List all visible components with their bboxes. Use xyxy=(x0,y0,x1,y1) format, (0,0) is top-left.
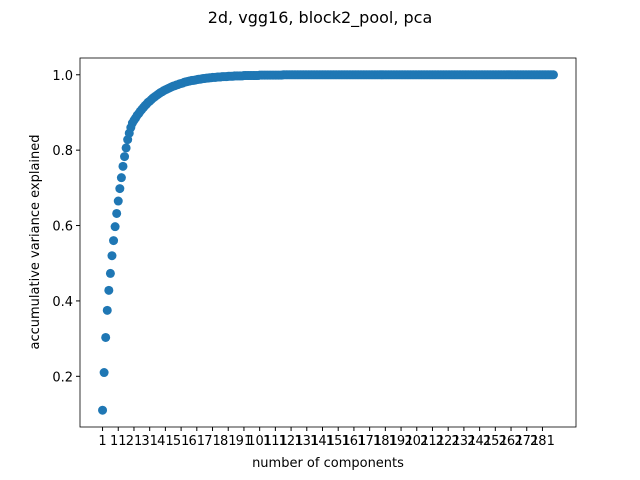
x-tick-label: 181 xyxy=(373,434,398,449)
x-tick-label: 191 xyxy=(389,434,414,449)
point xyxy=(104,285,114,295)
point xyxy=(116,173,126,183)
point xyxy=(120,152,130,162)
x-tick-label: 21 xyxy=(126,434,143,449)
x-tick-label: 221 xyxy=(436,434,461,449)
x-tick-label: 151 xyxy=(326,434,351,449)
point xyxy=(99,368,109,378)
plot-frame xyxy=(79,57,577,428)
x-tick-label: 211 xyxy=(420,434,445,449)
point xyxy=(107,251,117,261)
x-tick-label: 31 xyxy=(141,434,158,449)
x-tick-label: 251 xyxy=(483,434,508,449)
x-tick-label: 1 xyxy=(98,434,106,449)
chart-title: 2d, vgg16, block2_pool, pca xyxy=(208,8,433,28)
x-tick-label: 201 xyxy=(404,434,429,449)
point xyxy=(101,332,111,342)
y-tick-label: 0.4 xyxy=(52,295,73,310)
point xyxy=(112,208,122,218)
x-tick-label: 11 xyxy=(110,434,127,449)
point xyxy=(548,70,558,80)
x-tick-label: 91 xyxy=(236,434,253,449)
x-tick-label: 241 xyxy=(467,434,492,449)
x-tick-label: 111 xyxy=(263,434,288,449)
y-tick-label: 0.8 xyxy=(52,144,73,159)
y-tick-label: 1.0 xyxy=(52,69,73,84)
x-tick-label: 41 xyxy=(157,434,174,449)
point xyxy=(98,405,108,415)
x-tick-label: 101 xyxy=(247,434,272,449)
point xyxy=(102,305,112,315)
x-tick-label: 141 xyxy=(310,434,335,449)
x-tick-label: 121 xyxy=(279,434,304,449)
point xyxy=(105,268,115,278)
y-tick-label: 0.2 xyxy=(52,370,73,385)
x-axis-label: number of components xyxy=(252,456,404,471)
x-tick-label: 131 xyxy=(294,434,319,449)
point xyxy=(115,184,125,194)
point xyxy=(110,222,120,232)
x-tick-label: 81 xyxy=(220,434,237,449)
x-tick-label: 171 xyxy=(357,434,382,449)
point xyxy=(109,236,119,246)
x-tick-label: 231 xyxy=(451,434,476,449)
y-tick-label: 0.6 xyxy=(52,220,73,235)
x-tick-label: 261 xyxy=(499,434,524,449)
x-tick-label: 271 xyxy=(514,434,539,449)
x-tick-label: 71 xyxy=(204,434,221,449)
point xyxy=(113,196,123,206)
point xyxy=(121,143,131,153)
point xyxy=(118,161,128,171)
x-tick-label: 51 xyxy=(173,434,190,449)
x-tick-label: 61 xyxy=(189,434,206,449)
x-tick-label: 281 xyxy=(530,434,555,449)
y-axis-label: accumulative variance explained xyxy=(28,134,43,349)
x-tick-label: 161 xyxy=(342,434,367,449)
